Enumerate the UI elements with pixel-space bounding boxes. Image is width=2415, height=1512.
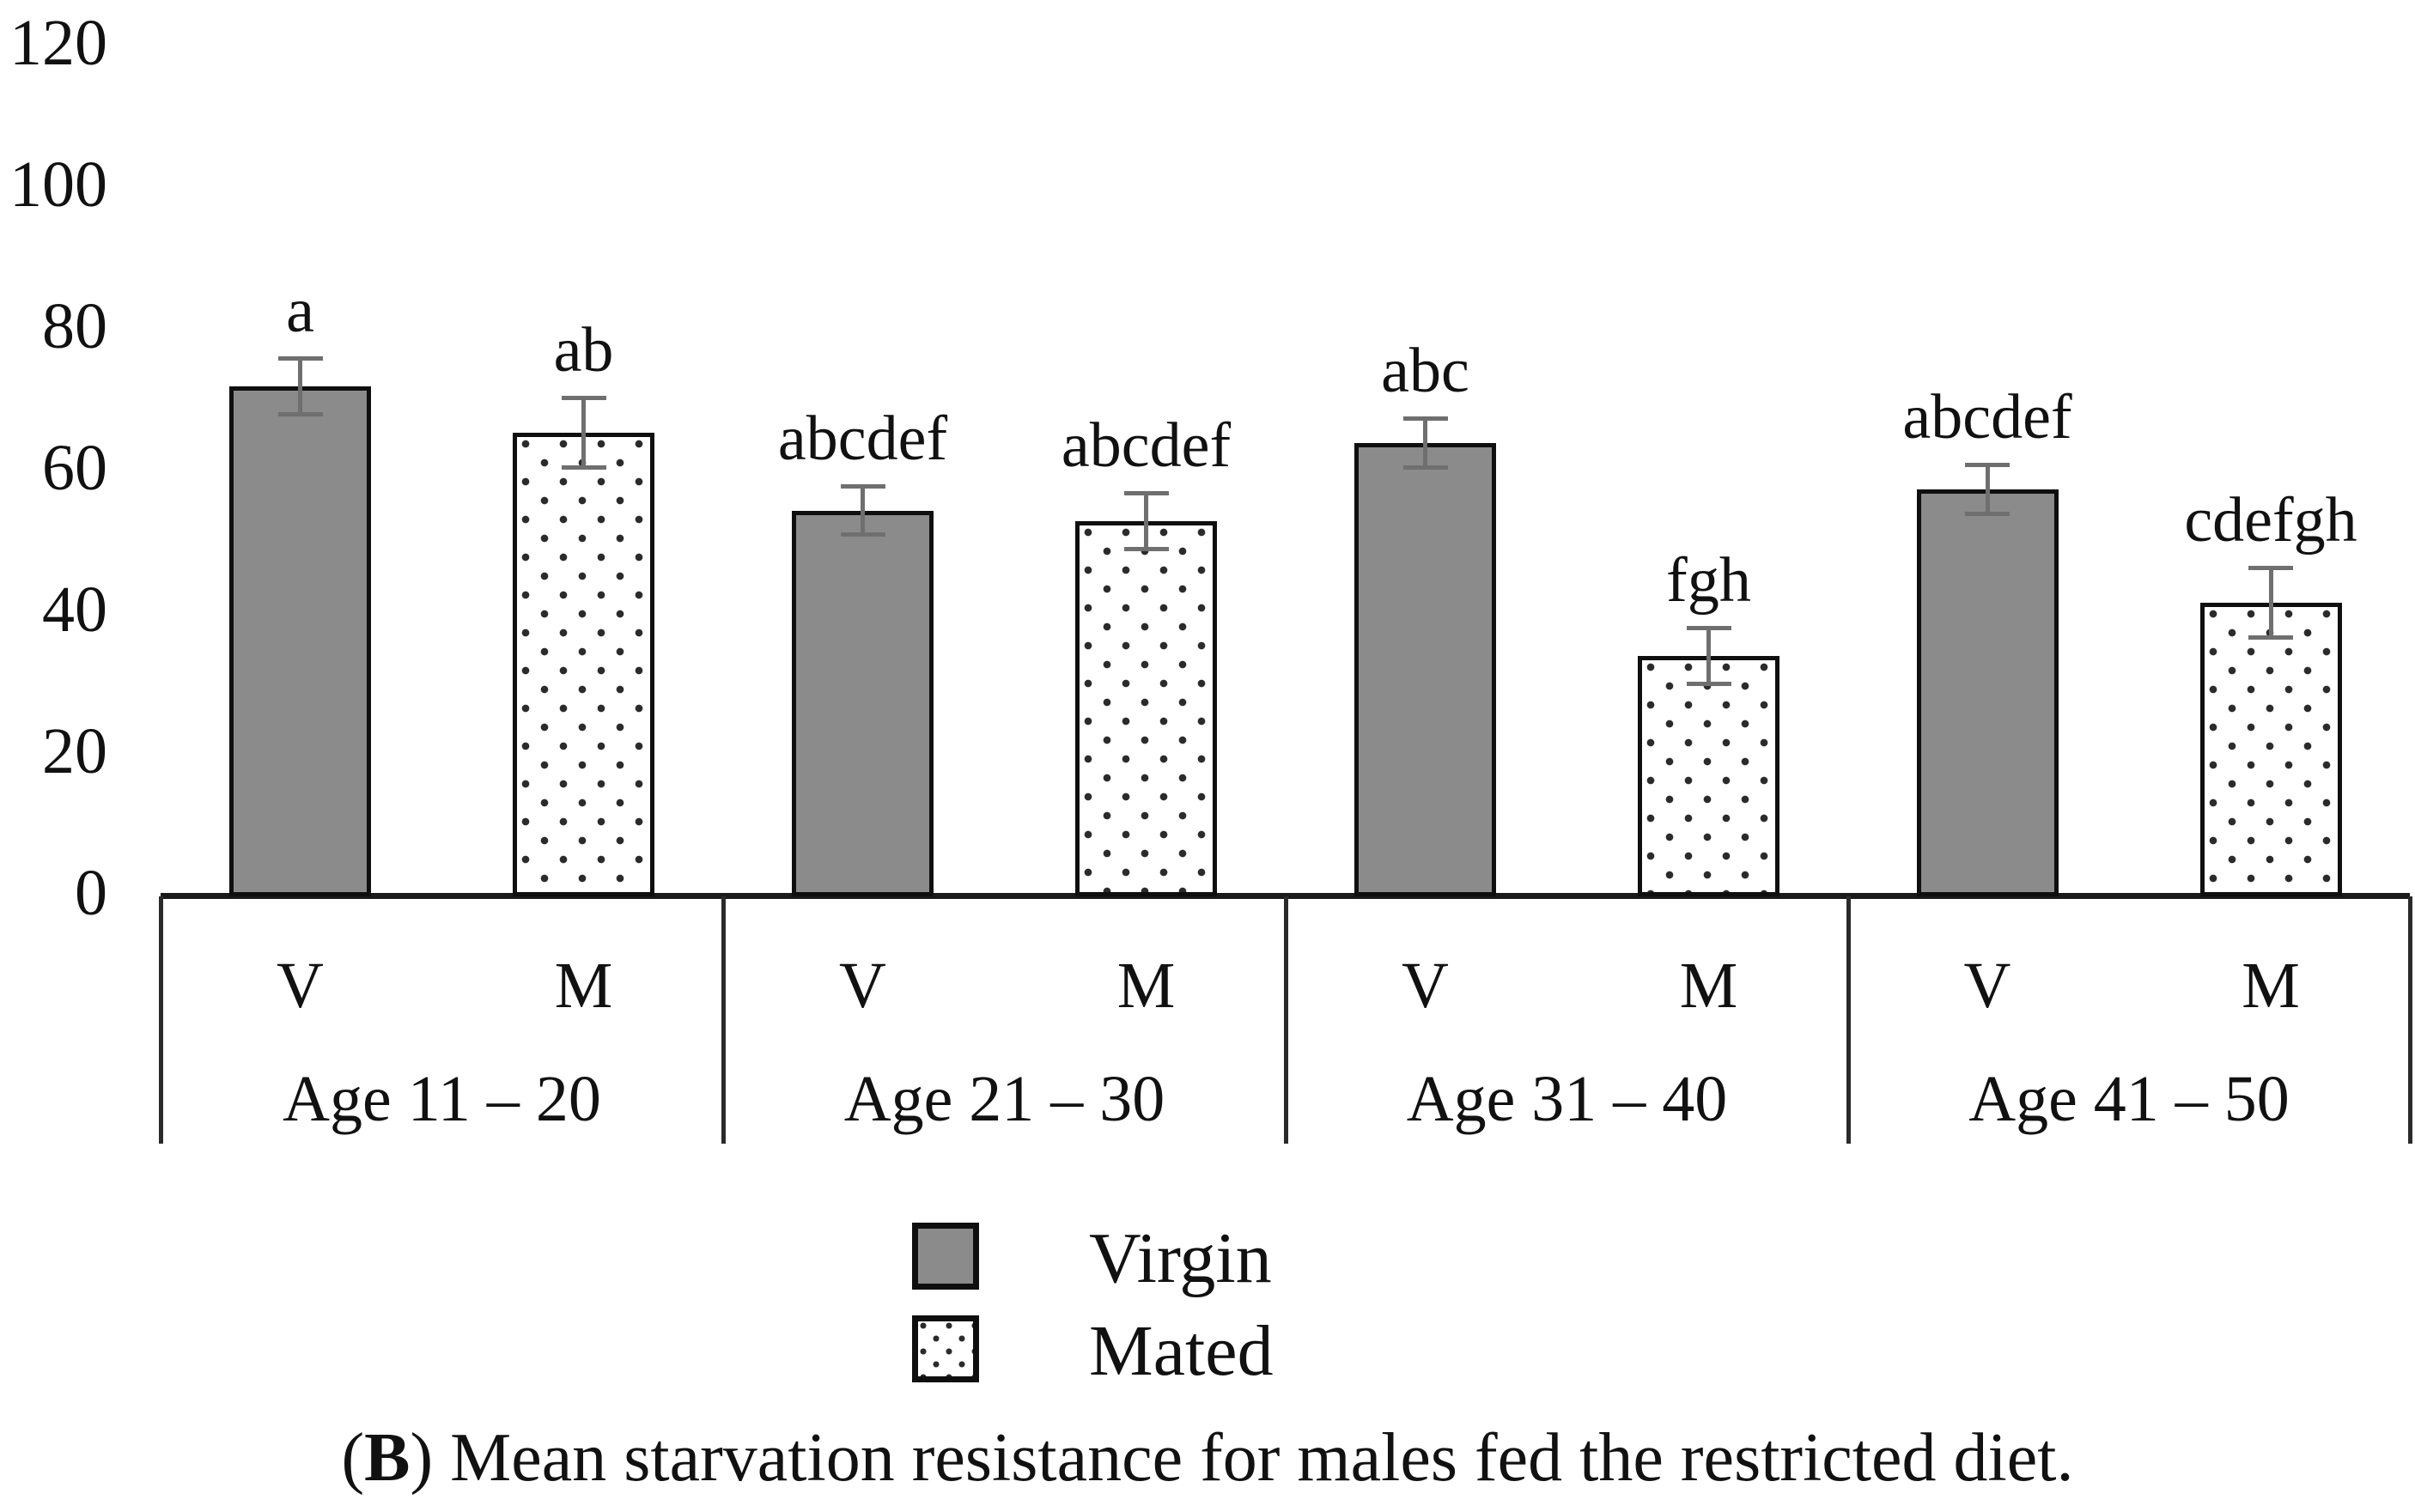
significance-letters: abcdef	[777, 403, 948, 474]
error-bar-cap-bottom	[1402, 465, 1448, 470]
error-bar-cap-bottom	[277, 412, 323, 417]
age-group-label: Age 41 – 50	[1968, 1063, 2290, 1135]
age-group-label: Age 31 – 40	[1406, 1063, 1728, 1135]
bar-mated-group2	[1075, 520, 1217, 896]
error-bar	[1985, 464, 1990, 514]
error-bar	[861, 485, 865, 536]
bar-mated-group1	[513, 432, 654, 896]
error-bar-cap-top	[561, 395, 606, 400]
error-bar-cap-bottom	[1123, 546, 1169, 551]
bar-series-label: M	[554, 950, 613, 1022]
legend-swatch-mated	[912, 1315, 979, 1382]
bar-mated-group4	[2199, 602, 2342, 896]
significance-letters: cdefgh	[2184, 484, 2357, 556]
significance-letters: abc	[1381, 336, 1469, 407]
group-divider-line	[721, 896, 726, 1144]
bar-series-label: V	[277, 950, 324, 1022]
error-bar	[2268, 567, 2273, 638]
bar-series-label: M	[1116, 950, 1176, 1022]
error-bar	[1144, 492, 1148, 550]
error-bar	[1706, 627, 1711, 684]
significance-letters: abcdef	[1061, 410, 1232, 481]
significance-letters: a	[286, 276, 314, 347]
bar-series-label: V	[839, 950, 886, 1022]
caption-panel-letter: B	[364, 1420, 411, 1496]
age-group-label: Age 11 – 20	[283, 1063, 601, 1135]
error-bar	[298, 358, 302, 416]
error-bar	[1423, 418, 1427, 468]
group-divider-line	[1846, 896, 1851, 1144]
group-divider-line	[2408, 896, 2412, 1144]
bar-series-label: V	[1963, 950, 2011, 1022]
bar-series-label: M	[1679, 950, 1738, 1022]
figure-caption: (B) Mean starvation resistance for males…	[0, 1418, 2415, 1497]
error-bar-cap-bottom	[840, 532, 885, 537]
bar-virgin-group4	[1916, 489, 2059, 896]
group-divider-line	[1284, 896, 1288, 1144]
significance-letters: fgh	[1666, 544, 1751, 616]
error-bar-cap-bottom	[1686, 681, 1731, 686]
error-bar-cap-top	[840, 483, 885, 489]
bar-mated-group3	[1638, 655, 1779, 896]
bar-virgin-group3	[1354, 443, 1496, 896]
error-bar-cap-top	[1965, 462, 2010, 467]
significance-letters: abcdef	[1902, 381, 2072, 452]
legend-label-virgin: Virgin	[1089, 1218, 1272, 1298]
caption-paren-open: (	[341, 1420, 365, 1496]
bar-series-label: M	[2242, 950, 2300, 1022]
significance-letters: ab	[553, 314, 614, 386]
y-tick-label: 120	[9, 7, 107, 79]
x-axis-line	[161, 893, 2410, 899]
error-bar	[581, 397, 586, 468]
error-bar-cap-bottom	[1965, 511, 2010, 516]
error-bar-cap-top	[277, 356, 323, 361]
error-bar-cap-top	[1123, 490, 1169, 495]
error-bar-cap-bottom	[561, 465, 606, 470]
bar-virgin-group2	[792, 510, 934, 896]
error-bar-cap-bottom	[2248, 635, 2293, 640]
legend-label-mated: Mated	[1089, 1311, 1274, 1391]
bar-virgin-group1	[229, 386, 371, 896]
group-divider-line	[159, 896, 163, 1144]
caption-text: ) Mean starvation resistance for males f…	[410, 1420, 2074, 1496]
y-tick-label: 60	[42, 432, 107, 504]
y-tick-label: 40	[42, 574, 107, 646]
y-tick-label: 80	[42, 290, 107, 362]
error-bar-cap-top	[1402, 416, 1448, 422]
y-tick-label: 0	[75, 857, 107, 929]
age-group-label: Age 21 – 30	[843, 1063, 1165, 1135]
bar-series-label: V	[1402, 950, 1449, 1022]
legend-swatch-virgin	[912, 1223, 979, 1290]
error-bar-cap-top	[2248, 565, 2293, 570]
error-bar-cap-top	[1686, 625, 1731, 630]
y-tick-label: 100	[9, 149, 107, 221]
y-tick-label: 20	[42, 715, 107, 787]
